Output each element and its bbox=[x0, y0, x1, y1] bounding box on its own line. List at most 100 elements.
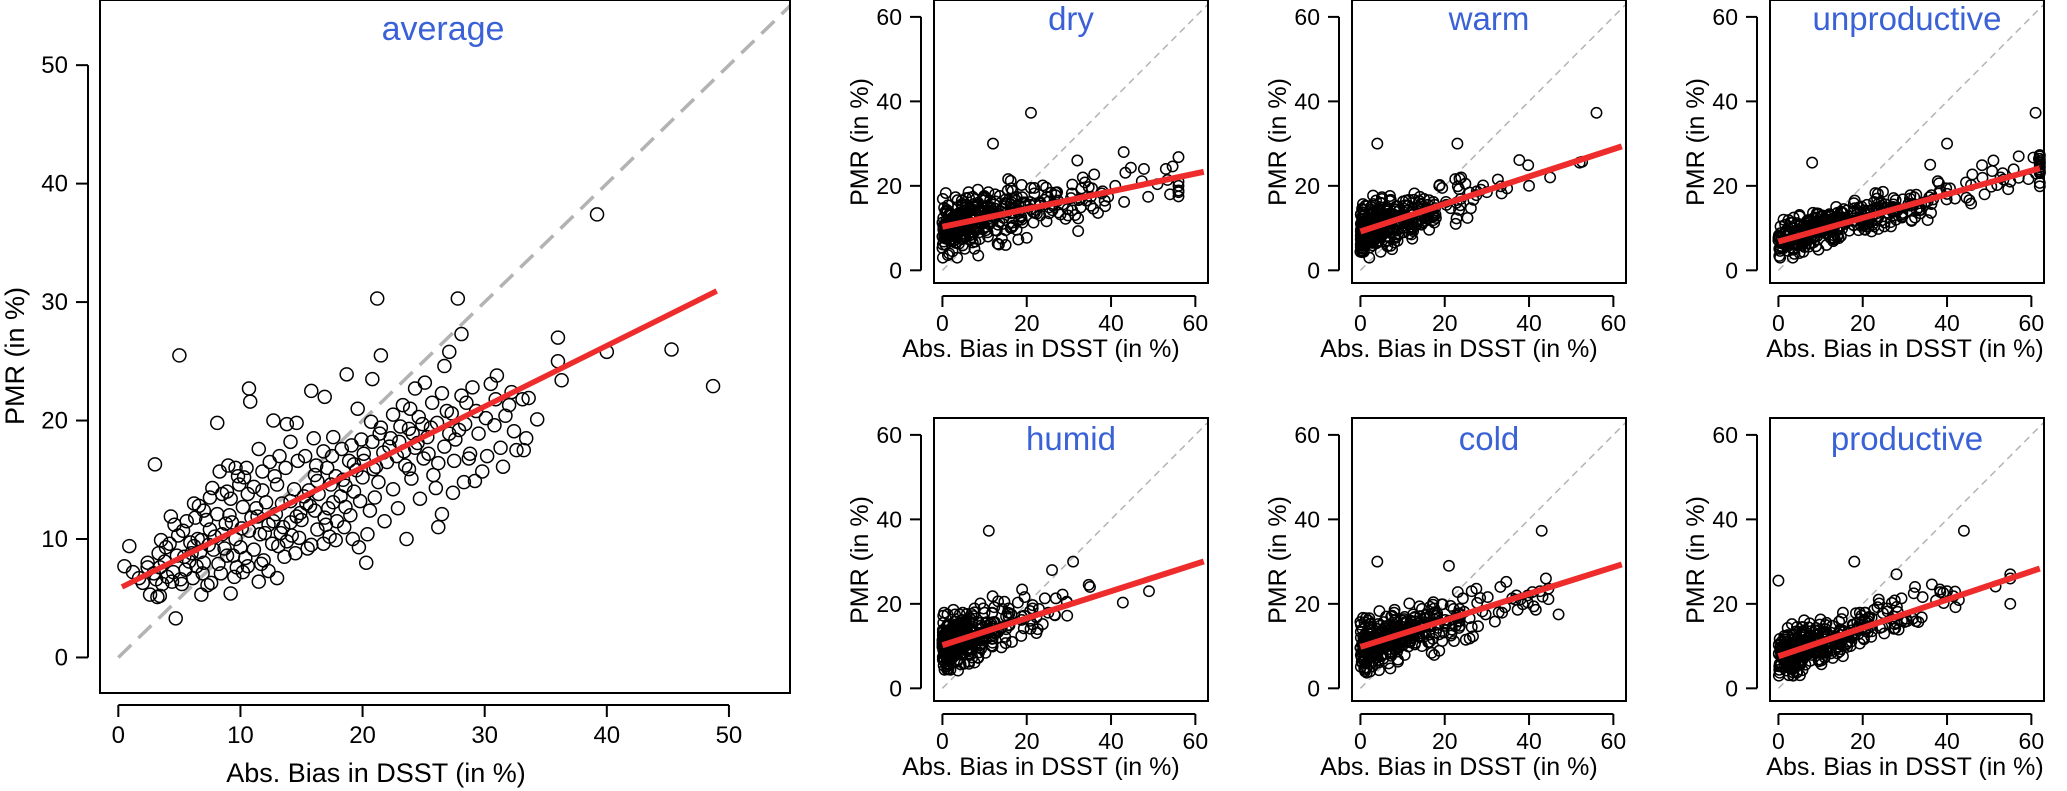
panel-productive-point bbox=[1848, 555, 1861, 568]
panel-humid-point bbox=[954, 658, 967, 671]
panel-average-x-tick-label: 20 bbox=[349, 722, 376, 749]
panel-warm-point bbox=[1367, 189, 1380, 202]
panel-unproductive-point bbox=[1877, 185, 1889, 198]
panel-cold-point bbox=[1451, 586, 1464, 598]
panel-average-y-tick-label: 40 bbox=[41, 171, 68, 198]
panel-average-point bbox=[289, 415, 304, 431]
panel-humid-x-tick-label: 40 bbox=[1098, 728, 1124, 754]
panel-unproductive-point bbox=[1987, 154, 2000, 167]
panel-average-y-tick-label: 50 bbox=[41, 52, 68, 79]
panel-productive-x-tick-label: 60 bbox=[2019, 728, 2045, 754]
panel-unproductive-point bbox=[1832, 232, 1845, 245]
panel-average-point bbox=[336, 519, 352, 535]
panel-cold-point bbox=[1371, 555, 1384, 568]
panel-dry-point bbox=[964, 233, 977, 246]
panel-warm-point bbox=[1354, 239, 1367, 252]
panel-average-point bbox=[173, 572, 188, 587]
panel-dry-point bbox=[987, 137, 999, 150]
panel-dry-point bbox=[1172, 184, 1185, 197]
panel-average-point bbox=[297, 448, 313, 464]
panel-productive-x-tick-label: 40 bbox=[1934, 728, 1960, 754]
panel-average-point bbox=[324, 448, 340, 464]
panel-average-point bbox=[255, 483, 270, 498]
panel-warm-ylabel: PMR (in %) bbox=[1264, 78, 1292, 206]
panel-average-point bbox=[434, 506, 450, 522]
panel-average-point bbox=[498, 408, 513, 424]
panel-productive: productive Abs. Bias in DSST (in %) PMR … bbox=[1682, 417, 2045, 781]
panel-average-point bbox=[407, 381, 423, 396]
panel-average-point bbox=[446, 453, 462, 469]
panel-average-point bbox=[279, 534, 295, 549]
panel-average-point bbox=[272, 448, 287, 464]
panel-dry-point bbox=[1099, 200, 1112, 213]
panel-warm-point bbox=[1383, 231, 1396, 244]
panel-warm-y-tick-label: 0 bbox=[1307, 257, 1320, 283]
panel-average-point bbox=[230, 468, 246, 484]
panel-cold-point bbox=[1354, 625, 1367, 638]
panel-average-point bbox=[196, 503, 212, 518]
panel-humid-point bbox=[1005, 608, 1018, 621]
panel-unproductive-point bbox=[1931, 175, 1944, 188]
panel-average-point bbox=[150, 589, 165, 605]
panel-humid-point bbox=[974, 597, 987, 610]
panel-productive-point bbox=[2004, 597, 2017, 610]
panel-average-point bbox=[401, 461, 417, 477]
panel-average-point bbox=[518, 431, 534, 446]
panel-average-point bbox=[358, 555, 374, 570]
panel-humid-point bbox=[964, 649, 977, 661]
panel-unproductive-title: unproductive bbox=[1813, 0, 2002, 37]
panel-cold-x-tick-label: 40 bbox=[1516, 728, 1542, 754]
panel-cold-point bbox=[1389, 621, 1401, 634]
panel-warm-point bbox=[1374, 196, 1387, 209]
panel-warm-point bbox=[1436, 182, 1449, 194]
panel-warm-point bbox=[1451, 137, 1464, 150]
panel-productive-point bbox=[1772, 669, 1785, 682]
panel-unproductive-ylabel: PMR (in %) bbox=[1682, 78, 1710, 206]
panel-dry-point bbox=[1040, 215, 1053, 228]
panel-average-fit-line bbox=[120, 288, 718, 590]
panel-average-point bbox=[385, 481, 401, 497]
panel-average-point bbox=[360, 527, 375, 542]
panel-productive-point bbox=[1957, 524, 1970, 537]
panel-cold-point bbox=[1362, 614, 1375, 627]
panel-dry-title: dry bbox=[1048, 0, 1094, 37]
panel-average-point bbox=[278, 460, 293, 476]
panel-dry-point bbox=[1118, 195, 1131, 208]
panel-productive-point bbox=[1836, 606, 1849, 619]
panel-cold-fit-line bbox=[1359, 561, 1623, 650]
panel-humid-point bbox=[1026, 599, 1039, 612]
panel-humid: humid Abs. Bias in DSST (in %) PMR (in %… bbox=[846, 417, 1209, 781]
panel-cold-point bbox=[1445, 627, 1458, 640]
panel-humid-point bbox=[959, 614, 972, 627]
panel-average-point bbox=[236, 470, 252, 485]
panel-warm-point bbox=[1433, 179, 1446, 191]
panel-productive-point bbox=[1890, 568, 1903, 581]
panel-average-point bbox=[122, 538, 137, 554]
panel-dry-marks bbox=[936, 3, 1209, 271]
panel-average-point bbox=[431, 519, 446, 535]
panel-average-point bbox=[369, 291, 385, 306]
panel-productive-ylabel: PMR (in %) bbox=[1682, 496, 1710, 624]
panel-unproductive-point bbox=[1941, 137, 1953, 150]
panel-average-point bbox=[326, 495, 341, 510]
panel-average-point bbox=[399, 531, 414, 547]
panel-productive-y-tick-label: 40 bbox=[1712, 506, 1738, 532]
panel-humid-point bbox=[949, 608, 962, 621]
panel-unproductive-point bbox=[1878, 220, 1891, 233]
panel-average-point bbox=[209, 506, 225, 522]
panel-average-point bbox=[402, 401, 418, 416]
panel-warm-x-tick-label: 20 bbox=[1432, 310, 1458, 336]
panel-warm-x-tick-label: 60 bbox=[1601, 310, 1627, 336]
panel-cold-title: cold bbox=[1459, 420, 1520, 457]
panel-average-point bbox=[398, 458, 413, 473]
panel-warm-point bbox=[1522, 159, 1535, 172]
panel-average-point bbox=[222, 508, 237, 523]
panel-dry-point bbox=[948, 209, 961, 222]
panel-average-point bbox=[341, 453, 357, 469]
panel-humid-y-tick-label: 40 bbox=[876, 506, 902, 532]
panel-average-x-tick-label: 50 bbox=[716, 722, 743, 749]
panel-unproductive-fit-line bbox=[1777, 165, 2041, 245]
panel-dry-point bbox=[1071, 154, 1084, 167]
panel-average-point bbox=[354, 432, 369, 447]
panel-average-point bbox=[241, 381, 257, 396]
